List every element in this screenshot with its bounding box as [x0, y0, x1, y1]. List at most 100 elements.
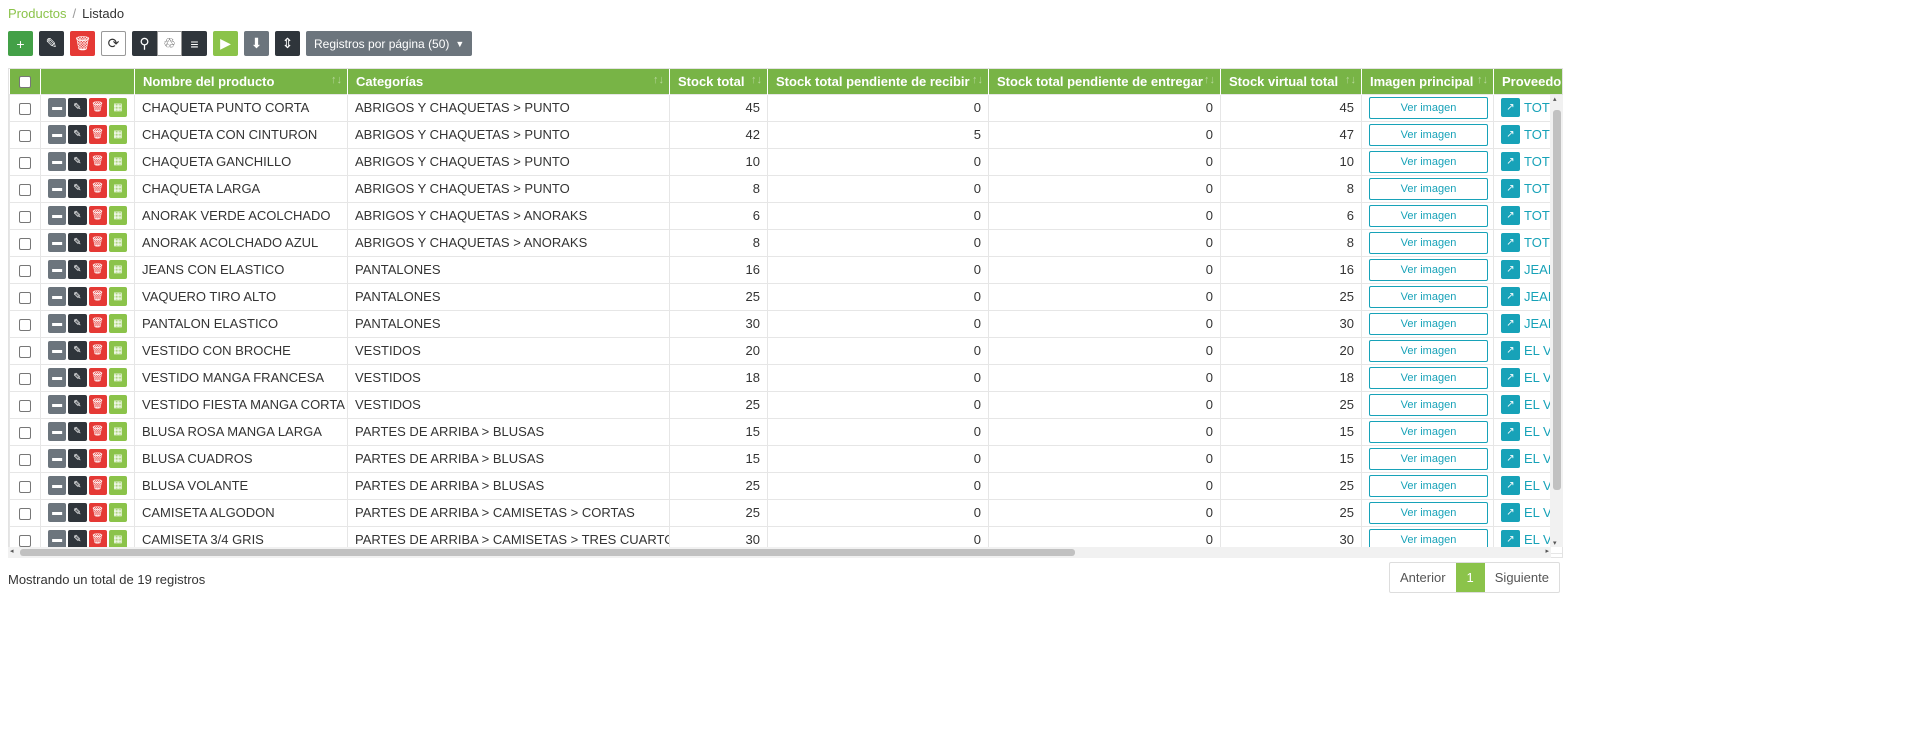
folder-icon[interactable]: ▬ — [48, 476, 67, 495]
view-image-button[interactable]: Ver imagen — [1369, 285, 1488, 308]
view-image-button[interactable]: Ver imagen — [1369, 204, 1488, 227]
header-proveedor[interactable]: Proveedor — [1493, 69, 1562, 94]
trash-icon[interactable]: 🗑 — [88, 422, 107, 441]
stock-boxes-icon[interactable]: ▦ — [108, 233, 127, 252]
row-checkbox[interactable] — [19, 480, 31, 493]
scroll-right-icon[interactable]: ▸ — [1545, 548, 1549, 555]
view-image-button[interactable]: Ver imagen — [1369, 366, 1488, 389]
view-image-button[interactable]: Ver imagen — [1369, 474, 1488, 497]
trash-icon[interactable]: 🗑 — [88, 503, 107, 522]
refresh-button[interactable]: ⟳ — [101, 31, 126, 56]
pagination-previous[interactable]: Anterior — [1400, 570, 1446, 585]
scroll-up-icon[interactable]: ▴ — [1553, 96, 1557, 103]
stock-boxes-icon[interactable]: ▦ — [108, 179, 127, 198]
row-checkbox[interactable] — [19, 345, 31, 358]
stock-boxes-icon[interactable]: ▦ — [108, 206, 127, 225]
external-link-icon[interactable]: ↗ — [1501, 530, 1520, 549]
pencil-icon[interactable]: ✎ — [68, 449, 87, 468]
external-link-icon[interactable]: ↗ — [1501, 341, 1520, 360]
view-image-button[interactable]: Ver imagen — [1369, 393, 1488, 416]
row-checkbox[interactable] — [19, 453, 31, 466]
external-link-icon[interactable]: ↗ — [1501, 179, 1520, 198]
header-stock-total[interactable]: Stock total ↑↓ — [669, 69, 768, 94]
scroll-down-icon[interactable]: ▾ — [1553, 540, 1557, 547]
header-imagen[interactable]: Imagen principal ↑↓ — [1361, 69, 1494, 94]
folder-icon[interactable]: ▬ — [48, 233, 67, 252]
row-checkbox[interactable] — [19, 426, 31, 439]
row-checkbox[interactable] — [19, 156, 31, 169]
stock-boxes-icon[interactable]: ▦ — [108, 341, 127, 360]
trash-icon[interactable]: 🗑 — [88, 287, 107, 306]
stock-boxes-icon[interactable]: ▦ — [108, 314, 127, 333]
pencil-icon[interactable]: ✎ — [68, 260, 87, 279]
external-link-icon[interactable]: ↗ — [1501, 98, 1520, 117]
view-image-button[interactable]: Ver imagen — [1369, 258, 1488, 281]
provider-link[interactable]: EL V — [1524, 478, 1552, 493]
header-stock-pendiente-recibir[interactable]: Stock total pendiente de recibir ↑↓ — [767, 69, 989, 94]
pencil-icon[interactable]: ✎ — [68, 395, 87, 414]
folder-icon[interactable]: ▬ — [48, 98, 67, 117]
row-checkbox[interactable] — [19, 129, 31, 142]
header-nombre[interactable]: Nombre del producto ↑↓ — [134, 69, 348, 94]
view-image-button[interactable]: Ver imagen — [1369, 231, 1488, 254]
trash-icon[interactable]: 🗑 — [88, 233, 107, 252]
row-checkbox[interactable] — [19, 210, 31, 223]
provider-link[interactable]: JEAN — [1524, 316, 1558, 331]
records-per-page-dropdown[interactable]: Registros por página (50) ▼ — [306, 31, 473, 56]
select-all-checkbox[interactable] — [18, 76, 31, 89]
external-link-icon[interactable]: ↗ — [1501, 368, 1520, 387]
delete-button[interactable]: 🗑 — [70, 31, 95, 56]
trash-icon[interactable]: 🗑 — [88, 368, 107, 387]
pencil-icon[interactable]: ✎ — [68, 152, 87, 171]
trash-icon[interactable]: 🗑 — [88, 98, 107, 117]
pencil-icon[interactable]: ✎ — [68, 206, 87, 225]
edit-button[interactable]: ✎ — [39, 31, 64, 56]
provider-link[interactable]: EL V — [1524, 424, 1552, 439]
pencil-icon[interactable]: ✎ — [68, 233, 87, 252]
vertical-scrollbar[interactable]: ▴ ▾ — [1550, 95, 1563, 547]
database-button[interactable]: ≡ — [182, 31, 207, 56]
row-checkbox[interactable] — [19, 534, 31, 547]
trash-icon[interactable]: 🗑 — [88, 152, 107, 171]
breadcrumb-productos-link[interactable]: Productos — [8, 6, 67, 21]
external-link-icon[interactable]: ↗ — [1501, 314, 1520, 333]
row-checkbox[interactable] — [19, 102, 31, 115]
trash-icon[interactable]: 🗑 — [88, 395, 107, 414]
horizontal-scroll-thumb[interactable] — [20, 549, 1075, 556]
pencil-icon[interactable]: ✎ — [68, 503, 87, 522]
external-link-icon[interactable]: ↗ — [1501, 152, 1520, 171]
trash-icon[interactable]: 🗑 — [88, 260, 107, 279]
external-link-icon[interactable]: ↗ — [1501, 260, 1520, 279]
external-link-icon[interactable]: ↗ — [1501, 125, 1520, 144]
stock-boxes-icon[interactable]: ▦ — [108, 368, 127, 387]
trash-icon[interactable]: 🗑 — [88, 530, 107, 549]
view-image-button[interactable]: Ver imagen — [1369, 501, 1488, 524]
stock-boxes-icon[interactable]: ▦ — [108, 152, 127, 171]
pencil-icon[interactable]: ✎ — [68, 125, 87, 144]
trash-icon[interactable]: 🗑 — [88, 476, 107, 495]
view-image-button[interactable]: Ver imagen — [1369, 123, 1488, 146]
folder-icon[interactable]: ▬ — [48, 152, 67, 171]
play-button[interactable]: ▶ — [213, 31, 238, 56]
folder-icon[interactable]: ▬ — [48, 530, 67, 549]
provider-link[interactable]: EL V — [1524, 532, 1552, 547]
header-categorias[interactable]: Categorías ↑↓ — [347, 69, 670, 94]
trash-icon[interactable]: 🗑 — [88, 125, 107, 144]
trash-icon[interactable]: 🗑 — [88, 206, 107, 225]
external-link-icon[interactable]: ↗ — [1501, 233, 1520, 252]
external-link-icon[interactable]: ↗ — [1501, 287, 1520, 306]
trash-icon[interactable]: 🗑 — [88, 179, 107, 198]
external-link-icon[interactable]: ↗ — [1501, 422, 1520, 441]
row-checkbox[interactable] — [19, 318, 31, 331]
folder-icon[interactable]: ▬ — [48, 422, 67, 441]
provider-link[interactable]: EL V — [1524, 343, 1552, 358]
folder-icon[interactable]: ▬ — [48, 503, 67, 522]
stock-boxes-icon[interactable]: ▦ — [108, 449, 127, 468]
view-image-button[interactable]: Ver imagen — [1369, 420, 1488, 443]
pencil-icon[interactable]: ✎ — [68, 314, 87, 333]
row-checkbox[interactable] — [19, 183, 31, 196]
stock-boxes-icon[interactable]: ▦ — [108, 476, 127, 495]
provider-link[interactable]: EL V — [1524, 370, 1552, 385]
folder-icon[interactable]: ▬ — [48, 341, 67, 360]
trash-icon[interactable]: 🗑 — [88, 341, 107, 360]
